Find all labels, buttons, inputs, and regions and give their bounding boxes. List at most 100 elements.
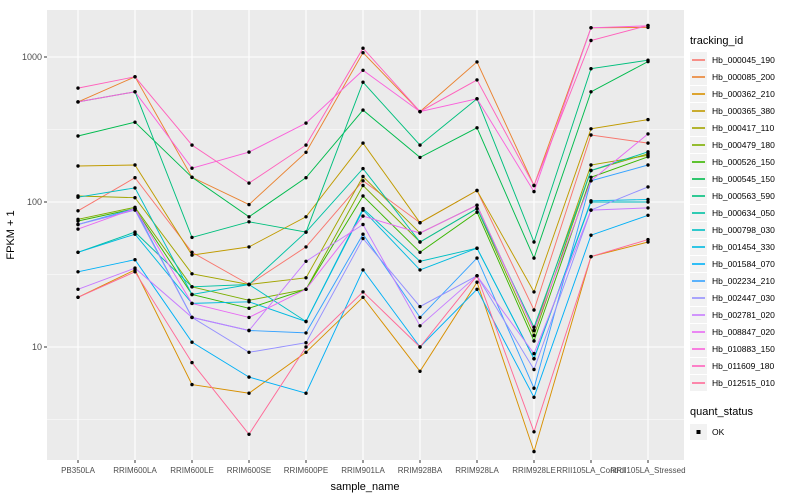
y-tick-label: 1000 [22,52,42,62]
data-point-Hb_000365_380 [133,163,137,167]
data-point-Hb_002781_020 [646,206,650,210]
data-point-Hb_000798_030 [133,186,137,190]
data-point-Hb_001454_330 [532,357,536,361]
data-point-Hb_011609_180 [361,46,365,50]
data-point-Hb_000634_050 [361,166,365,171]
data-point-Hb_001584_070 [247,375,251,379]
data-point-Hb_000526_150 [247,306,251,310]
data-point-Hb_012515_010 [247,432,251,436]
data-point-Hb_001584_070 [589,233,593,237]
legend-entries: Hb_000045_190 Hb_000085_200 Hb_000362_210 H… [690,52,775,391]
data-point-Hb_000545_150 [532,256,536,260]
data-points [76,23,650,454]
x-axis-title: sample_name [330,481,399,493]
data-point-Hb_000362_210 [475,280,479,284]
x-tick-label: RRIM901LA [341,466,385,475]
data-point-Hb_000365_380 [589,127,593,131]
y-tick-label: 10 [32,342,42,352]
data-point-Hb_000362_210 [190,382,194,387]
data-point-Hb_000798_030 [418,259,422,263]
data-point-Hb_002447_030 [418,304,422,309]
data-point-Hb_002234_210 [361,232,365,236]
data-point-Hb_000526_150 [532,339,536,343]
data-point-Hb_008847_020 [247,315,251,320]
data-point-Hb_002447_030 [247,350,251,354]
legend-key-point [696,430,701,434]
y-tick-label: 100 [27,197,42,207]
data-point-Hb_000045_190 [304,245,308,249]
data-point-Hb_011609_180 [304,143,308,147]
data-point-Hb_000526_150 [589,175,593,179]
data-point-Hb_012515_010 [361,290,365,294]
data-point-Hb_011609_180 [247,181,251,185]
data-point-Hb_012515_010 [646,237,650,242]
data-point-Hb_000545_150 [418,155,422,160]
legend-label: Hb_000365_380 [712,106,775,116]
data-point-Hb_008847_020 [418,231,422,235]
data-point-Hb_002781_020 [190,315,194,320]
data-point-Hb_010883_150 [304,121,308,125]
gridlines [47,10,684,460]
data-point-Hb_000362_210 [247,391,251,395]
data-point-Hb_008847_020 [304,287,308,291]
data-point-Hb_000545_150 [133,120,137,124]
data-point-Hb_010883_150 [475,97,479,101]
data-point-Hb_008847_020 [532,328,536,333]
data-point-Hb_000563_590 [589,67,593,71]
legend-label: Hb_002781_020 [712,310,775,320]
data-point-Hb_010883_150 [589,26,593,30]
data-point-Hb_000365_380 [646,117,650,122]
data-point-Hb_008847_020 [475,203,479,207]
data-point-Hb_000634_050 [475,206,479,211]
data-point-Hb_002447_030 [532,367,536,372]
x-tick-label: PB350LA [61,466,95,475]
data-point-Hb_000545_150 [76,134,80,138]
x-tick-label: RRIM600LE [170,466,214,475]
data-point-Hb_000526_150 [76,219,80,223]
x-tick-label: RRIM600SE [227,466,271,475]
data-point-Hb_000417_110 [589,163,593,167]
data-point-Hb_010883_150 [247,150,251,154]
legend-label: Hb_000045_190 [712,55,775,65]
data-point-Hb_000563_590 [418,143,422,147]
data-point-Hb_000545_150 [304,176,308,180]
data-point-Hb_012515_010 [589,254,593,259]
legend-label: Hb_000417_110 [712,123,775,133]
data-point-Hb_012515_010 [133,270,137,274]
data-point-Hb_002781_020 [247,328,251,333]
x-tick-label: RRIM928BA [398,466,443,475]
data-point-Hb_008847_020 [361,214,365,218]
data-point-Hb_011609_180 [133,75,137,79]
data-point-Hb_000545_150 [361,108,365,112]
data-point-Hb_000526_150 [475,210,479,214]
data-point-Hb_000563_590 [190,235,194,240]
data-point-Hb_000526_150 [361,194,365,198]
data-point-Hb_000798_030 [646,200,650,204]
data-point-Hb_000365_380 [361,141,365,145]
data-point-Hb_001454_330 [418,268,422,272]
data-point-Hb_000417_110 [133,196,137,200]
data-point-Hb_011609_180 [418,109,422,114]
data-point-Hb_001584_070 [190,340,194,344]
data-point-Hb_000045_190 [190,250,194,254]
data-point-Hb_000045_190 [361,179,365,183]
data-point-Hb_002234_210 [646,163,650,167]
data-point-Hb_002447_030 [361,236,365,241]
data-point-Hb_012515_010 [418,345,422,349]
data-point-Hb_001454_330 [589,199,593,203]
data-point-Hb_001454_330 [646,197,650,202]
data-point-Hb_011609_180 [589,38,593,43]
data-point-Hb_008847_020 [646,132,650,136]
legend-label: Hb_000526_150 [712,157,775,167]
legend-title-tracking-id: tracking_id [690,35,743,47]
data-point-Hb_001454_330 [133,232,137,236]
data-point-Hb_002781_020 [532,351,536,356]
data-point-Hb_000362_210 [646,240,650,244]
y-axis-title: FPKM + 1 [5,210,17,259]
data-point-Hb_000545_150 [475,126,479,130]
data-point-Hb_008847_020 [190,301,194,306]
data-point-Hb_001584_070 [532,395,536,399]
data-point-Hb_002234_210 [304,331,308,335]
x-tick-label: RRII105LA_Stressed [610,466,685,475]
